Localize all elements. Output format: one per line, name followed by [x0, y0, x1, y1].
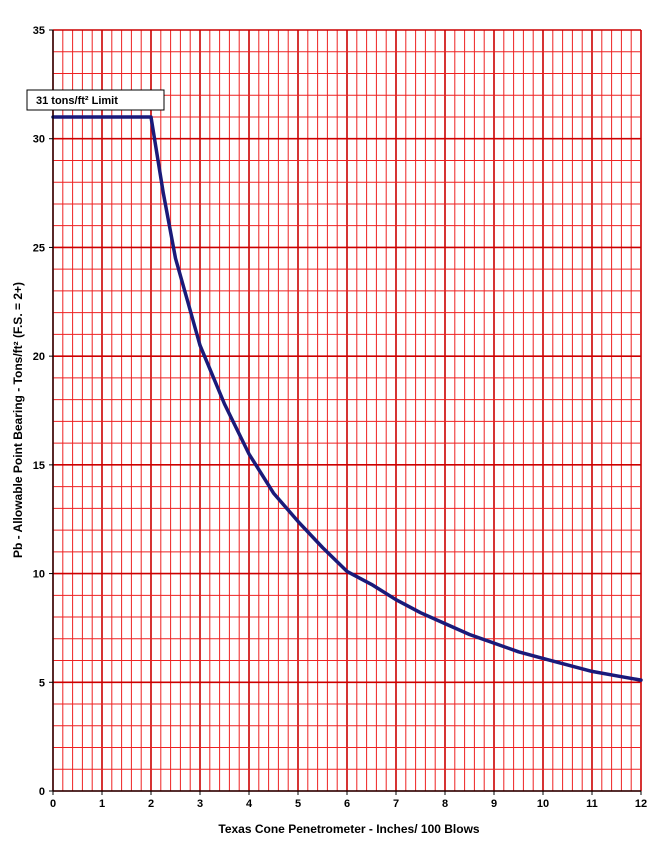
x-tick-label: 9 — [491, 798, 497, 810]
x-tick-label: 10 — [537, 798, 549, 810]
y-tick-label: 0 — [39, 786, 45, 798]
y-tick-label: 25 — [33, 242, 45, 254]
x-tick-label: 5 — [295, 798, 301, 810]
x-tick-label: 7 — [393, 798, 399, 810]
y-tick-label: 15 — [33, 460, 45, 472]
series-line-0 — [51, 115, 643, 682]
limit-annotation: 31 tons/ft² Limit — [26, 89, 165, 111]
y-tick-label: 5 — [39, 677, 45, 689]
limit-annotation-box — [26, 89, 165, 111]
limit-annotation-label: 31 tons/ft² Limit — [36, 95, 118, 107]
x-tick-label: 6 — [344, 798, 350, 810]
plot-area — [51, 115, 643, 682]
y-axis-title: Pb - Allowable Point Bearing - Tons/ft² … — [11, 282, 25, 558]
x-tick-label: 3 — [197, 798, 203, 810]
x-tick-label: 4 — [246, 798, 253, 810]
y-tick-label: 20 — [33, 351, 45, 363]
x-axis-title: Texas Cone Penetrometer - Inches/ 100 Bl… — [218, 822, 480, 836]
x-tick-label: 0 — [50, 798, 56, 810]
x-tick-label: 2 — [148, 798, 154, 810]
x-tick-label: 12 — [635, 798, 647, 810]
x-tick-label: 11 — [586, 798, 598, 810]
grid — [52, 29, 642, 792]
y-tick-label: 35 — [33, 25, 45, 37]
x-tick-label: 1 — [99, 798, 105, 810]
y-tick-label: 30 — [33, 134, 45, 146]
y-tick-label: 10 — [33, 569, 45, 581]
x-tick-label: 8 — [442, 798, 448, 810]
